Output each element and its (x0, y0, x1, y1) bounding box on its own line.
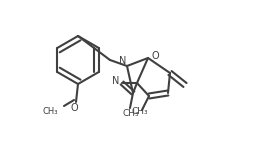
Text: CH₃: CH₃ (132, 107, 149, 116)
Text: CH₃: CH₃ (42, 107, 58, 116)
Text: O: O (70, 103, 78, 113)
Text: N: N (112, 76, 120, 86)
Text: CH₃: CH₃ (122, 110, 139, 119)
Text: O: O (151, 51, 159, 61)
Text: N: N (119, 56, 127, 66)
